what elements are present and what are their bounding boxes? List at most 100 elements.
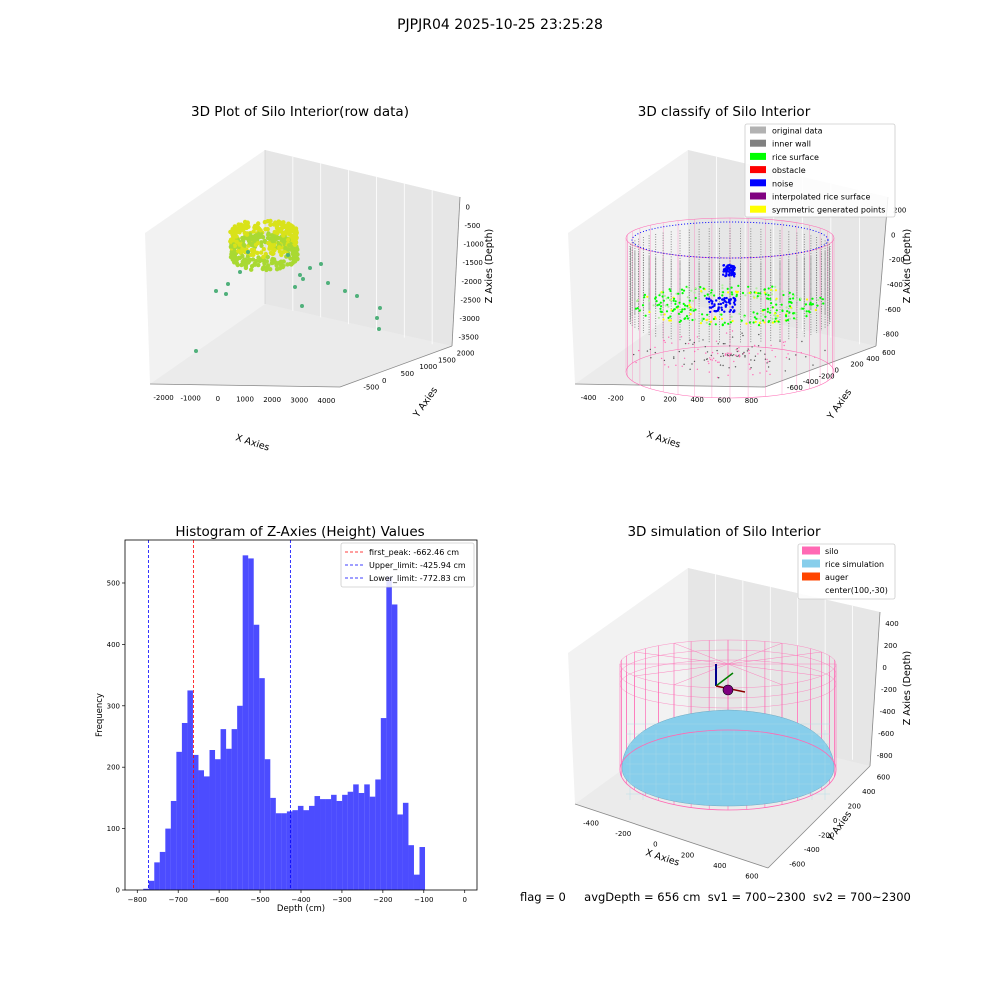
floor-point	[735, 354, 737, 357]
silo-roof-wire	[634, 663, 729, 677]
point	[254, 258, 259, 264]
y-tick-label: 200	[850, 361, 863, 369]
floor-point	[743, 351, 745, 354]
point	[232, 243, 237, 248]
x-axis-line	[149, 383, 341, 388]
histogram-bar	[248, 558, 254, 890]
legend-swatch	[802, 559, 820, 568]
floor-point	[728, 367, 730, 369]
floor-point	[759, 372, 761, 374]
floor-point	[671, 342, 673, 344]
rice-point	[705, 321, 708, 324]
legend-label: rice simulation	[825, 560, 884, 569]
rice-point	[708, 323, 711, 326]
floor-point	[717, 361, 719, 363]
z-tick-label: -600	[878, 730, 894, 738]
rice-point	[686, 306, 690, 310]
point	[241, 242, 246, 247]
x-tick-label: -200	[608, 395, 624, 403]
outlier-point	[194, 349, 198, 353]
floor-point	[718, 361, 720, 363]
point	[234, 239, 239, 244]
rice-point	[677, 292, 680, 295]
rice-point	[720, 313, 723, 316]
point	[258, 228, 263, 233]
floor-point	[744, 356, 746, 358]
floor-point	[668, 336, 670, 338]
y-tick-label: 0	[116, 887, 120, 895]
floor-point	[748, 349, 750, 352]
legend-swatch	[750, 179, 766, 187]
rice-point	[691, 318, 694, 322]
rice-point	[665, 297, 668, 300]
legend-swatch	[750, 205, 766, 213]
rice-point	[805, 312, 808, 315]
histogram-bar	[275, 813, 282, 890]
floor-point	[694, 350, 696, 353]
y-tick-label: -400	[803, 378, 819, 386]
floor-point	[801, 340, 803, 343]
rice-point	[680, 288, 684, 291]
rice-point	[655, 300, 658, 303]
histogram-bar	[408, 845, 414, 890]
classified-point-cloud	[625, 217, 835, 399]
floor-point	[650, 357, 652, 359]
rice-point	[710, 289, 713, 292]
rice-point	[634, 307, 638, 310]
noise-point	[705, 297, 708, 300]
floor-point	[716, 349, 718, 352]
rice-point	[660, 305, 663, 308]
rice-point	[712, 317, 716, 321]
floor-point	[664, 341, 666, 344]
rice-point	[771, 285, 774, 288]
rice-point	[816, 304, 819, 307]
histogram-bar	[364, 784, 370, 890]
floor-point	[664, 364, 666, 366]
rice-point	[699, 322, 703, 325]
floor-point	[727, 354, 729, 357]
rice-point	[686, 317, 690, 320]
rice-point	[774, 314, 778, 318]
rice-point	[685, 315, 689, 318]
z-axis-label: Z Axies (Depth)	[902, 229, 913, 303]
rice-point	[756, 312, 759, 315]
panel-classify-title: 3D classify of Silo Interior	[638, 104, 811, 120]
floor-point	[800, 352, 802, 354]
histogram-bar	[204, 776, 210, 890]
legend-swatch	[750, 192, 766, 200]
floor-point	[654, 346, 656, 349]
point	[273, 260, 279, 265]
floor-point	[706, 351, 709, 353]
histogram-bar	[358, 792, 365, 890]
floor-point	[683, 363, 685, 365]
floor-point	[709, 357, 711, 359]
rice-point	[643, 293, 647, 296]
floor-point	[717, 343, 719, 345]
x-tick-label: 200	[663, 396, 676, 404]
histogram-bar	[192, 754, 199, 890]
point	[265, 227, 270, 232]
floor-point	[805, 356, 807, 358]
rice-point	[691, 299, 695, 302]
floor-point	[673, 356, 675, 358]
histogram-bar	[231, 729, 238, 890]
floor-point	[678, 350, 680, 353]
rice-point	[661, 295, 664, 298]
z-tick-label: -800	[883, 331, 899, 339]
histogram-bar	[170, 800, 177, 890]
floor-point	[754, 355, 757, 357]
rice-point	[788, 305, 792, 308]
noise-point	[724, 267, 727, 270]
rice-point	[748, 321, 752, 324]
floor-point	[729, 345, 731, 347]
x-tick-label: −800	[128, 896, 147, 904]
floor-pane	[150, 304, 452, 387]
rice-point	[644, 314, 647, 317]
point	[281, 263, 286, 269]
histogram-bar	[226, 748, 232, 890]
floor-point	[731, 354, 733, 357]
rice-point	[688, 299, 691, 302]
floor-point	[704, 346, 706, 348]
rice-point	[766, 292, 769, 295]
point	[231, 254, 236, 259]
